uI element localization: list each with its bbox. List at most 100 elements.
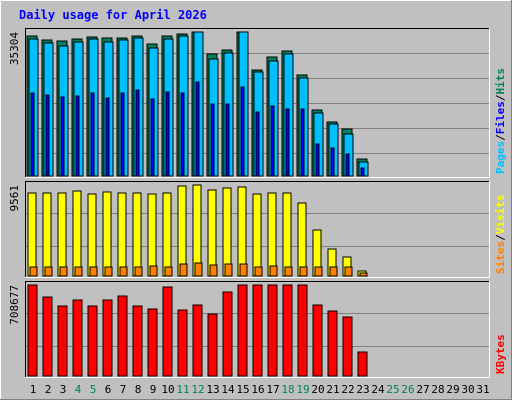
x-tick-label-13: 13: [206, 383, 219, 396]
chart-panels: 35304Pages/Files/Hits9561Sites/Visits708…: [8, 28, 507, 378]
legend-item: Files: [494, 101, 507, 134]
bar-visits-day-13: [207, 189, 217, 277]
bar-visits-day-2: [42, 192, 52, 277]
bar-kbytes-day-2: [42, 296, 53, 377]
bar-visits-day-19: [297, 202, 307, 277]
x-tick-label-22: 22: [341, 383, 354, 396]
x-tick-label-3: 3: [60, 383, 67, 396]
x-tick-label-25: 25: [386, 383, 399, 396]
bar-pages-day-14: [225, 103, 230, 177]
x-tick-label-31: 31: [476, 383, 489, 396]
x-tick-label-24: 24: [371, 383, 385, 396]
x-tick-label-27: 27: [416, 383, 429, 396]
bar-pages-day-11: [180, 92, 185, 177]
x-tick-label-1: 1: [30, 383, 37, 396]
bar-pages-day-13: [210, 103, 215, 177]
x-tick-label-30: 30: [461, 383, 474, 396]
bar-pages-day-7: [120, 92, 125, 177]
bar-kbytes-day-3: [57, 305, 68, 377]
legend-item: Hits: [494, 68, 507, 95]
bar-visits-day-4: [72, 190, 82, 277]
x-tick-label-6: 6: [105, 383, 112, 396]
bar-visits-day-17: [267, 192, 277, 277]
x-tick-label-17: 17: [266, 383, 279, 396]
bar-pages-day-8: [135, 89, 140, 177]
bar-sites-day-22: [344, 266, 353, 277]
bar-visits-day-10: [162, 192, 172, 277]
x-tick-label-10: 10: [161, 383, 174, 396]
x-tick-label-23: 23: [356, 383, 369, 396]
x-axis-labels: 1 2 3 4 5 6 7 8 9 10 11 12 13 14 15 16 17 18 19 20 21 22 23 24 2…: [30, 383, 490, 396]
bar-visits-day-5: [87, 193, 97, 277]
x-tick-label-8: 8: [135, 383, 142, 396]
bar-pages-day-18: [285, 108, 290, 177]
x-tick-label-4: 4: [75, 383, 82, 396]
bar-sites-day-1: [29, 266, 38, 277]
x-tick-label-14: 14: [221, 383, 235, 396]
bar-kbytes-day-11: [177, 309, 188, 377]
x-tick-label-20: 20: [311, 383, 324, 396]
legend-item: /: [494, 134, 507, 141]
bar-sites-day-16: [254, 266, 263, 277]
bar-kbytes-day-5: [87, 305, 98, 377]
y-max-label: 9561: [8, 185, 21, 212]
legend-item: Pages: [494, 141, 507, 174]
bar-sites-day-20: [314, 266, 323, 277]
bar-kbytes-day-8: [132, 305, 143, 377]
x-tick-label-9: 9: [150, 383, 157, 396]
bar-kbytes-day-15: [237, 284, 248, 377]
bar-pages-day-9: [150, 98, 155, 177]
chart-title: Daily usage for April 2026: [19, 8, 207, 22]
panel-visits: 9561 Sites/Visits: [8, 181, 507, 278]
legend-item: Sites: [494, 241, 507, 274]
bar-sites-day-13: [209, 264, 218, 277]
bar-sites-day-3: [59, 266, 68, 277]
bar-sites-day-17: [269, 265, 278, 277]
bar-visits-day-7: [117, 192, 127, 277]
panel-legend: Pages/Files/Hits: [494, 68, 507, 174]
bar-pages-day-17: [270, 105, 275, 177]
bar-sites-day-12: [194, 262, 203, 277]
x-tick-label-7: 7: [120, 383, 127, 396]
bar-sites-day-21: [329, 266, 338, 277]
bar-sites-day-23: [359, 272, 368, 277]
bar-visits-day-18: [282, 192, 292, 277]
bar-kbytes-day-4: [72, 299, 83, 377]
bar-sites-day-2: [44, 266, 53, 277]
bar-sites-day-4: [74, 266, 83, 277]
bar-pages-day-23: [360, 167, 365, 177]
bar-sites-day-19: [299, 266, 308, 277]
bar-kbytes-day-20: [312, 304, 323, 377]
bar-kbytes-day-23: [357, 351, 368, 377]
bar-pages-day-19: [300, 108, 305, 177]
bar-pages-day-1: [30, 92, 35, 177]
bar-visits-day-15: [237, 186, 247, 277]
bar-kbytes-day-17: [267, 284, 278, 377]
bar-kbytes-day-21: [327, 310, 338, 377]
x-tick-label-18: 18: [281, 383, 294, 396]
bar-pages-day-21: [330, 147, 335, 177]
bar-sites-day-14: [224, 263, 233, 277]
y-max-label: 708677: [8, 285, 21, 325]
x-tick-label-15: 15: [236, 383, 249, 396]
bar-kbytes-day-10: [162, 286, 173, 377]
bar-visits-day-1: [27, 192, 37, 277]
legend-item: KBytes: [494, 334, 507, 374]
bar-pages-day-12: [195, 81, 200, 177]
bar-sites-day-7: [119, 266, 128, 277]
x-tick-label-26: 26: [401, 383, 414, 396]
bar-visits-day-11: [177, 185, 187, 277]
bar-sites-day-15: [239, 263, 248, 277]
bar-pages-day-16: [255, 111, 260, 177]
x-tick-label-2: 2: [45, 383, 52, 396]
x-tick-label-29: 29: [446, 383, 459, 396]
bar-kbytes-day-22: [342, 316, 353, 377]
bar-pages-day-3: [60, 96, 65, 177]
bar-visits-day-8: [132, 192, 142, 277]
x-tick-label-19: 19: [296, 383, 309, 396]
bar-sites-day-18: [284, 266, 293, 277]
bar-kbytes-day-7: [117, 295, 128, 377]
bar-pages-day-6: [105, 97, 110, 177]
bar-visits-day-6: [102, 191, 112, 277]
